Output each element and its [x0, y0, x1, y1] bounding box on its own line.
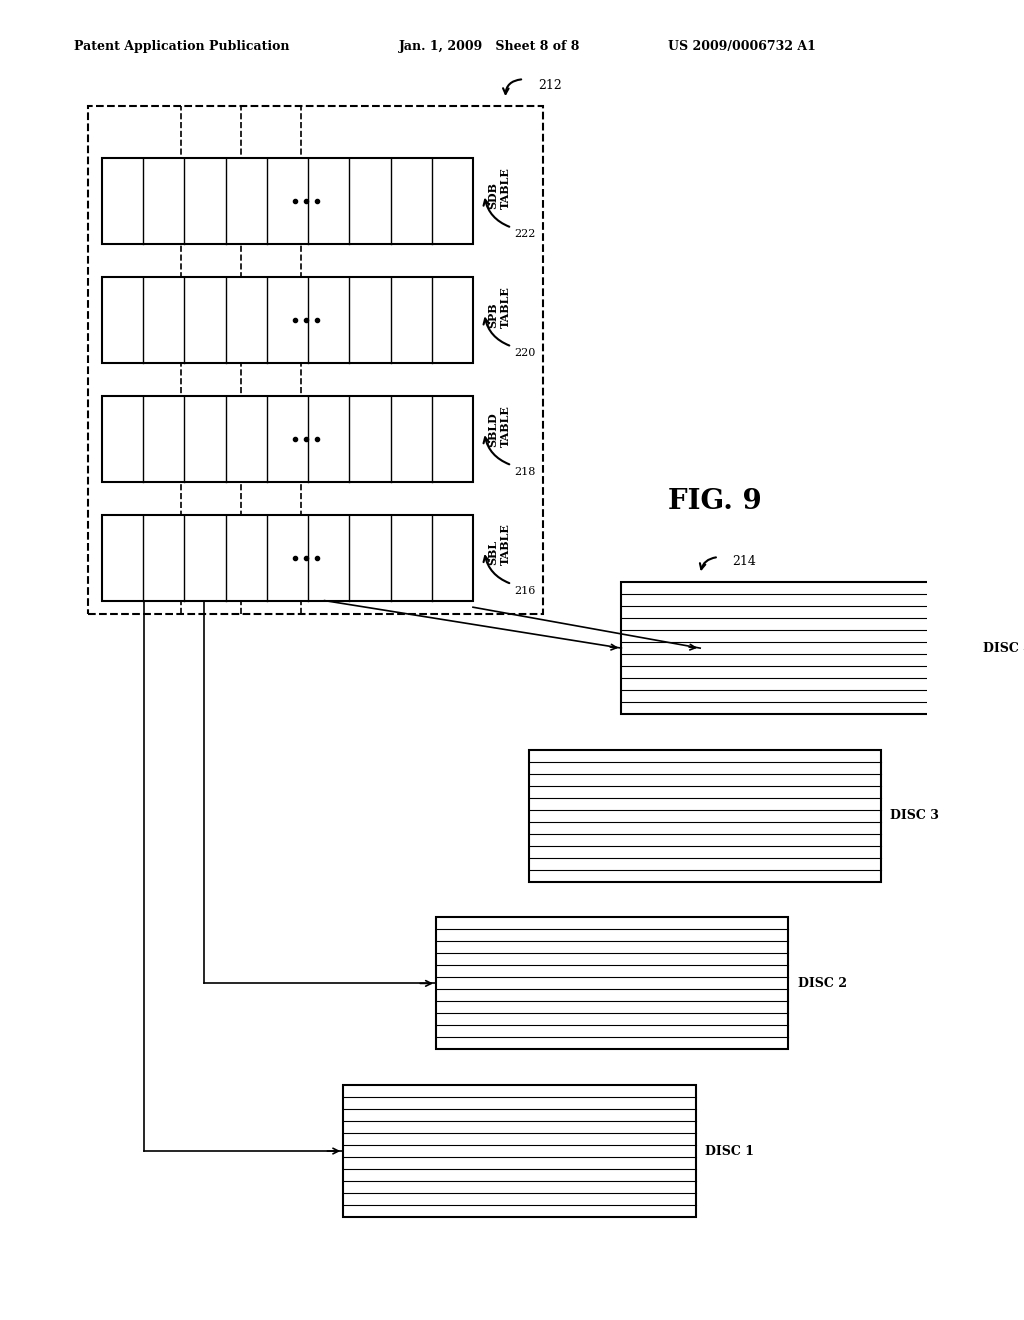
Text: DISC 3: DISC 3 — [890, 809, 939, 822]
Text: FIG. 9: FIG. 9 — [668, 488, 762, 515]
Bar — [622, 582, 974, 714]
Text: US 2009/0006732 A1: US 2009/0006732 A1 — [668, 40, 815, 53]
Bar — [102, 277, 473, 363]
Text: SBLD
TABLE: SBLD TABLE — [486, 405, 511, 446]
Text: 222: 222 — [515, 230, 537, 239]
Text: 212: 212 — [538, 79, 561, 92]
Bar — [102, 158, 473, 244]
Bar — [88, 106, 543, 614]
Text: 218: 218 — [515, 467, 537, 477]
Text: DISC 2: DISC 2 — [798, 977, 847, 990]
Bar — [102, 515, 473, 601]
Bar — [102, 396, 473, 482]
Text: 220: 220 — [515, 348, 537, 358]
Text: SBL
TABLE: SBL TABLE — [486, 524, 511, 565]
Text: Patent Application Publication: Patent Application Publication — [74, 40, 290, 53]
Text: SDB
TABLE: SDB TABLE — [486, 168, 511, 209]
Bar — [343, 1085, 695, 1217]
Bar — [436, 917, 788, 1049]
Text: SPB
TABLE: SPB TABLE — [486, 286, 511, 327]
Text: DISC 4: DISC 4 — [983, 642, 1024, 655]
Text: 216: 216 — [515, 586, 537, 595]
Text: DISC 1: DISC 1 — [705, 1144, 754, 1158]
Text: Jan. 1, 2009   Sheet 8 of 8: Jan. 1, 2009 Sheet 8 of 8 — [398, 40, 581, 53]
Bar — [528, 750, 881, 882]
Text: 214: 214 — [732, 554, 757, 568]
